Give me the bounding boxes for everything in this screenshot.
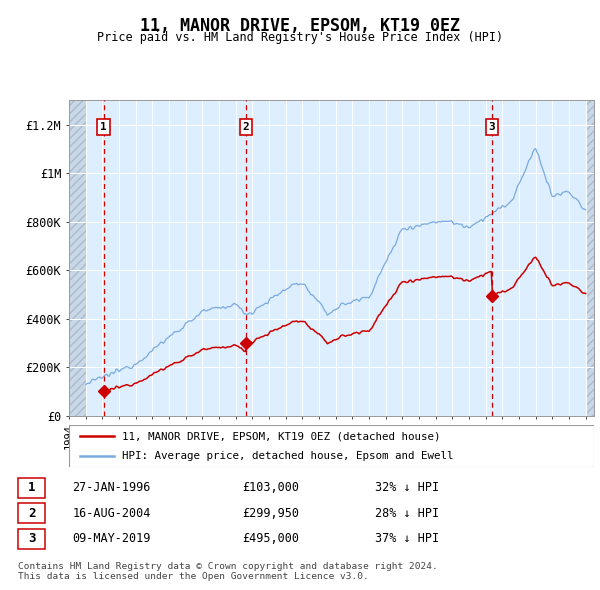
- Text: Price paid vs. HM Land Registry's House Price Index (HPI): Price paid vs. HM Land Registry's House …: [97, 31, 503, 44]
- Text: 11, MANOR DRIVE, EPSOM, KT19 0EZ (detached house): 11, MANOR DRIVE, EPSOM, KT19 0EZ (detach…: [121, 431, 440, 441]
- FancyBboxPatch shape: [18, 529, 46, 549]
- Text: 3: 3: [488, 122, 495, 132]
- Text: 09-MAY-2019: 09-MAY-2019: [73, 532, 151, 545]
- Text: £103,000: £103,000: [242, 481, 299, 494]
- Text: 1: 1: [100, 122, 107, 132]
- Text: 32% ↓ HPI: 32% ↓ HPI: [375, 481, 439, 494]
- FancyBboxPatch shape: [18, 503, 46, 523]
- Text: 11, MANOR DRIVE, EPSOM, KT19 0EZ: 11, MANOR DRIVE, EPSOM, KT19 0EZ: [140, 17, 460, 35]
- Text: 37% ↓ HPI: 37% ↓ HPI: [375, 532, 439, 545]
- Bar: [586, 100, 594, 416]
- Text: HPI: Average price, detached house, Epsom and Ewell: HPI: Average price, detached house, Epso…: [121, 451, 453, 461]
- Text: 2: 2: [28, 507, 35, 520]
- Text: 16-AUG-2004: 16-AUG-2004: [73, 507, 151, 520]
- Bar: [69, 100, 86, 416]
- Text: 27-JAN-1996: 27-JAN-1996: [73, 481, 151, 494]
- Text: 1: 1: [28, 481, 35, 494]
- FancyBboxPatch shape: [18, 478, 46, 498]
- Text: 3: 3: [28, 532, 35, 545]
- FancyBboxPatch shape: [69, 425, 594, 467]
- Text: £495,000: £495,000: [242, 532, 299, 545]
- Text: 2: 2: [242, 122, 250, 132]
- Text: 28% ↓ HPI: 28% ↓ HPI: [375, 507, 439, 520]
- Text: Contains HM Land Registry data © Crown copyright and database right 2024.
This d: Contains HM Land Registry data © Crown c…: [18, 562, 438, 581]
- Text: £299,950: £299,950: [242, 507, 299, 520]
